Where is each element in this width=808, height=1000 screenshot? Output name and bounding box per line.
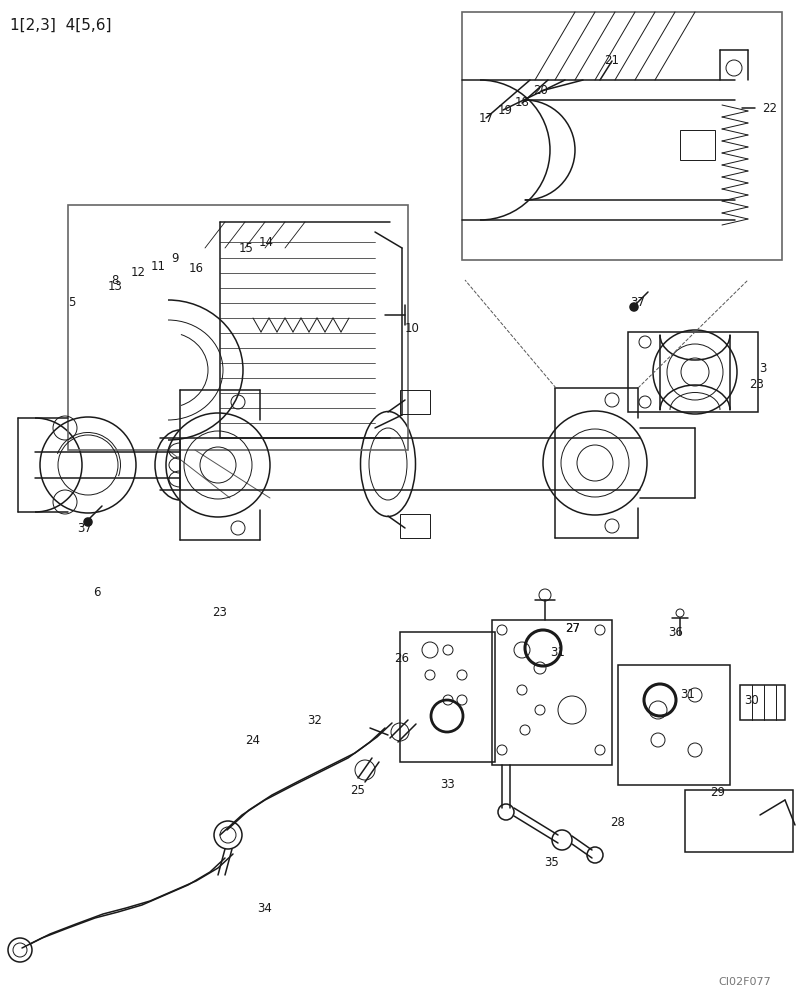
Text: 1[2,3]  4[5,6]: 1[2,3] 4[5,6]: [10, 18, 112, 33]
Text: 23: 23: [213, 605, 227, 618]
Bar: [400, 390, 430, 414]
Text: 18: 18: [515, 97, 529, 109]
Text: 32: 32: [308, 714, 322, 726]
Text: 5: 5: [69, 296, 76, 308]
Text: 13: 13: [107, 279, 123, 292]
Text: 22: 22: [763, 102, 777, 114]
Text: 23: 23: [750, 378, 764, 391]
Bar: [685, 790, 793, 852]
Text: 31: 31: [680, 688, 696, 702]
Bar: [492, 620, 612, 765]
Text: 19: 19: [498, 104, 512, 116]
Text: 11: 11: [150, 259, 166, 272]
Text: 16: 16: [188, 261, 204, 274]
Bar: [400, 514, 430, 538]
Circle shape: [84, 518, 92, 526]
Text: 30: 30: [745, 694, 760, 706]
Text: 27: 27: [566, 621, 580, 635]
Text: 33: 33: [440, 778, 456, 790]
Text: 28: 28: [611, 816, 625, 828]
Circle shape: [630, 303, 638, 311]
Text: 25: 25: [351, 784, 365, 796]
Text: 26: 26: [394, 652, 410, 664]
Text: 34: 34: [258, 902, 272, 914]
Text: 29: 29: [710, 786, 726, 798]
Text: 36: 36: [668, 626, 684, 639]
Text: 9: 9: [171, 251, 179, 264]
Bar: [680, 130, 715, 160]
Text: 6: 6: [93, 586, 101, 599]
Text: 24: 24: [246, 734, 260, 746]
Text: 37: 37: [78, 522, 92, 534]
Text: 14: 14: [259, 236, 273, 249]
Bar: [628, 332, 758, 412]
Text: 27: 27: [566, 621, 580, 635]
Text: 20: 20: [533, 85, 549, 98]
Text: 17: 17: [478, 111, 494, 124]
Bar: [400, 632, 495, 762]
Text: 21: 21: [604, 54, 620, 68]
Text: 37: 37: [630, 296, 646, 308]
Bar: [68, 205, 408, 450]
Text: 35: 35: [545, 856, 559, 868]
Bar: [462, 12, 782, 260]
Text: 3: 3: [760, 361, 767, 374]
Text: 10: 10: [405, 322, 419, 334]
Text: 8: 8: [112, 273, 119, 286]
Bar: [618, 665, 730, 785]
Text: CI02F077: CI02F077: [718, 977, 771, 987]
Text: 15: 15: [238, 241, 254, 254]
Text: 31: 31: [550, 646, 566, 658]
Bar: [740, 685, 785, 720]
Text: 12: 12: [131, 265, 145, 278]
